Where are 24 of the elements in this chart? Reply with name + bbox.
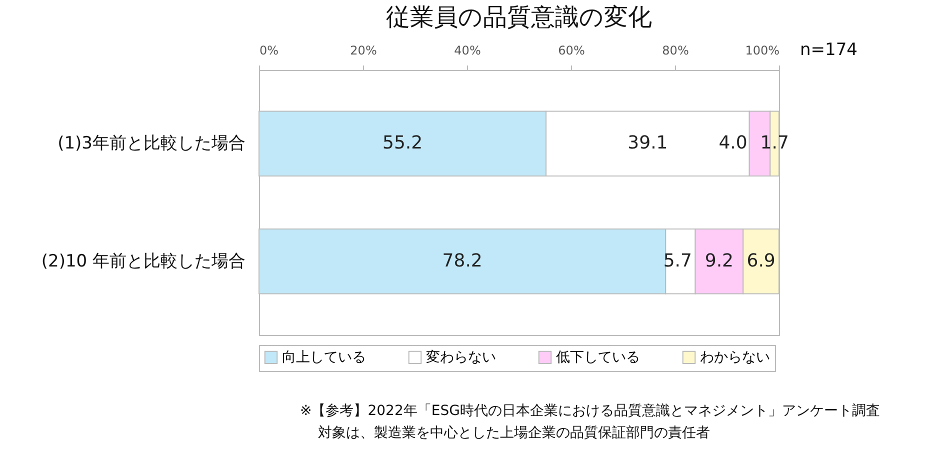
- y-tick-label: (1)3年前と比較した場合: [58, 134, 246, 154]
- text: n=174: [800, 40, 858, 60]
- x-tick-label: 100%: [745, 44, 780, 58]
- data-label: 6.9: [746, 250, 776, 272]
- data-label: 55.2: [382, 132, 423, 154]
- x-tick-label: 40%: [454, 44, 481, 58]
- x-tick-label: 60%: [558, 44, 585, 58]
- legend-label: 変わらない: [426, 349, 496, 366]
- y-tick-label: (2)10 年前と比較した場合: [41, 251, 246, 272]
- legend-label: 向上している: [282, 349, 366, 366]
- data-label: 4.0: [718, 132, 748, 154]
- data-label: 78.2: [442, 250, 482, 272]
- data-label: 1.7: [760, 132, 789, 154]
- x-tick-label: 80%: [662, 44, 689, 58]
- text: ※【参考】2022年「ESG時代の日本企業における品質意識とマネジメント」アンケート調査: [300, 402, 880, 420]
- data-label: 5.7: [663, 250, 692, 272]
- chart-title: 従業員の品質意識の変化: [386, 3, 652, 31]
- x-tick-label: 20%: [350, 44, 377, 58]
- legend-label: 低下している: [556, 349, 640, 366]
- legend-label: わからない: [700, 349, 770, 366]
- text: 対象は、製造業を中心とした上場企業の品質保証部門の責任者: [318, 424, 710, 442]
- data-label: 39.1: [628, 132, 668, 154]
- x-tick-label: 0%: [260, 44, 279, 58]
- data-label: 9.2: [704, 250, 734, 272]
